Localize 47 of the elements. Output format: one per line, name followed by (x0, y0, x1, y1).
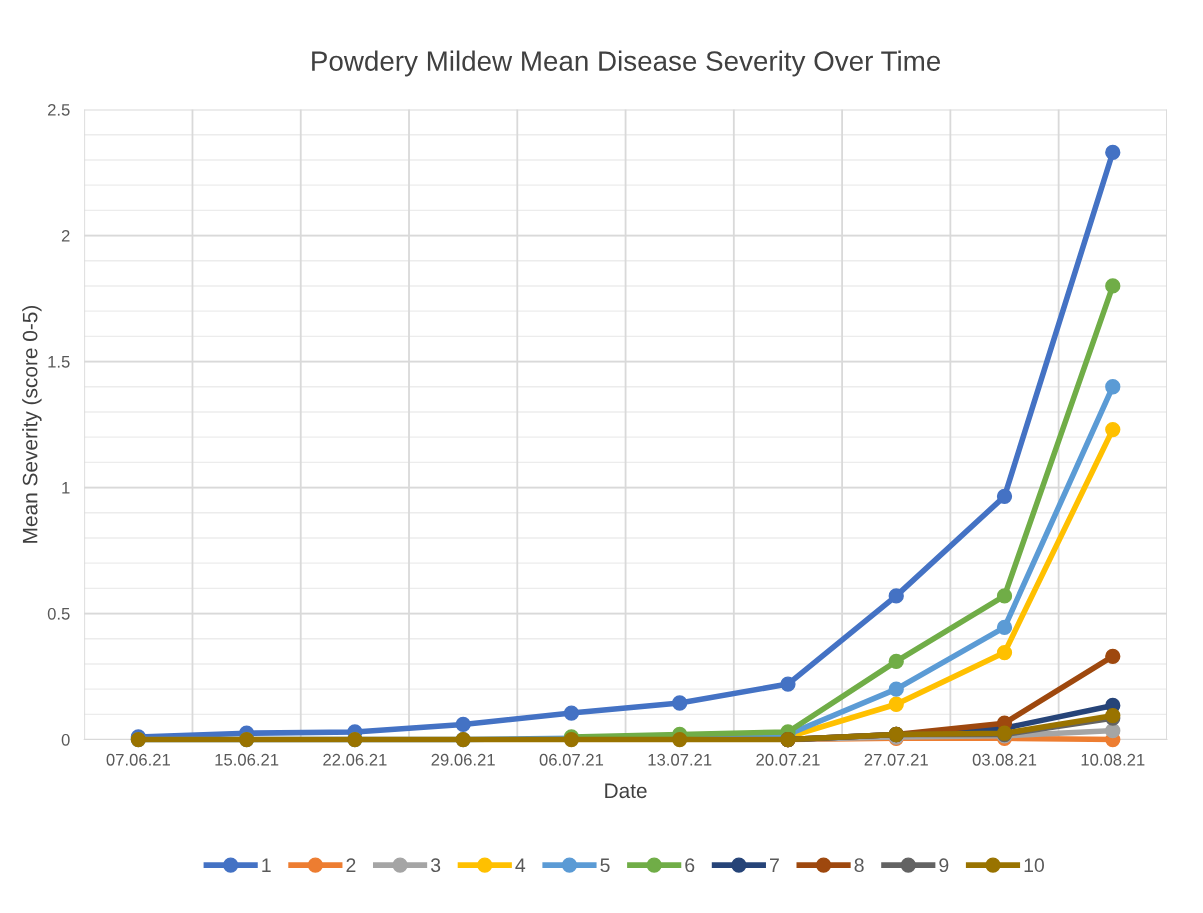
point (888, 653, 904, 670)
legend-label: 3 (430, 858, 441, 873)
chart-title: Powdery Mildew Mean Disease Severity Over Time (312, 50, 941, 77)
point (888, 696, 904, 712)
y-tick-label: 1.5 (48, 356, 70, 368)
x-axis-title: Date (605, 783, 647, 799)
x-tick-label: 07.06.21 (106, 753, 170, 766)
x-tick-label: 15.06.21 (215, 753, 279, 766)
x-tick-label: 22.06.21 (323, 753, 387, 766)
y-axis-title: Mean Severity (score 0-5) (22, 306, 42, 543)
x-tick-label: 20.07.21 (756, 753, 820, 766)
x-tick-label: 03.08.21 (972, 753, 1037, 766)
y-tick-label: 0.5 (47, 607, 70, 620)
point (455, 716, 471, 733)
legend-label: 5 (600, 858, 610, 873)
point (780, 676, 796, 692)
x-tick-label: 27.07.21 (864, 753, 928, 766)
point (563, 705, 580, 721)
x-tick-label: 06.07.21 (539, 753, 604, 766)
x-tick-label: 10.08.21 (1081, 753, 1145, 766)
legend-label: 7 (770, 858, 779, 872)
legend-label: 1 (262, 858, 271, 872)
point (888, 681, 904, 697)
point (1105, 144, 1121, 161)
legend-label: 10 (1024, 858, 1044, 873)
point (672, 695, 688, 711)
point (996, 588, 1013, 604)
point (996, 488, 1013, 505)
y-tick-label: 0 (61, 733, 70, 746)
point (1105, 379, 1121, 395)
point (1105, 278, 1121, 294)
legend-label: 6 (685, 858, 695, 873)
point (1105, 723, 1121, 739)
point (888, 588, 904, 604)
legend-label: 4 (515, 858, 526, 872)
point (1105, 421, 1121, 438)
y-tick-label: 2.5 (47, 103, 70, 116)
point (996, 644, 1013, 661)
point (1105, 648, 1121, 665)
legend-label: 2 (346, 858, 356, 872)
legend-label: 9 (939, 858, 949, 873)
x-tick-label: 13.07.21 (648, 753, 712, 766)
x-tick-label: 29.06.21 (431, 753, 495, 766)
legend-label: 8 (854, 858, 864, 873)
y-tick-label: 1 (62, 482, 70, 494)
point (996, 619, 1013, 636)
y-tick-label: 2 (61, 229, 70, 242)
